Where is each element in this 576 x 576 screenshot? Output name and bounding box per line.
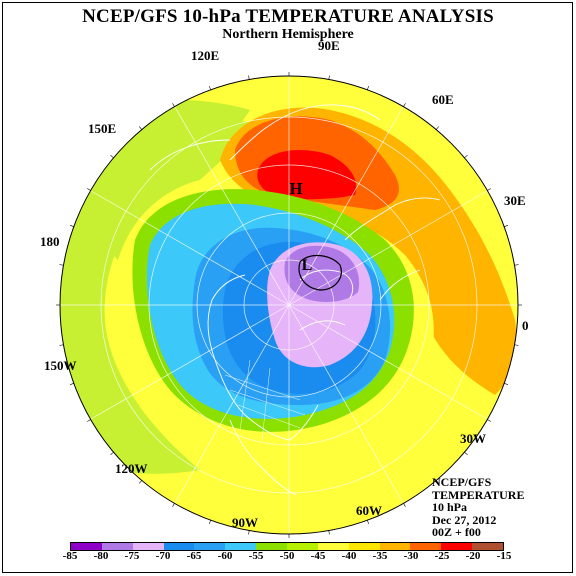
colorbar-tick-label: -85 <box>62 550 78 562</box>
colorbar <box>70 542 504 551</box>
info-model: NCEP/GFS <box>432 475 492 489</box>
boundary-tick <box>139 126 143 130</box>
analysis-info: NCEP/GFS TEMPERATURE 10 hPa Dec 27, 2012… <box>432 476 524 539</box>
colorbar-tick-label: -45 <box>310 550 326 562</box>
boundary-tick <box>59 264 64 266</box>
field-lime-north <box>95 115 260 260</box>
boundary-tick <box>172 503 175 507</box>
boundary-tick <box>504 225 509 227</box>
lon-label-30e: 30E <box>504 193 526 208</box>
lon-label-30w: 30W <box>460 431 486 446</box>
boundary-tick <box>248 75 250 80</box>
boundary-tick <box>69 225 74 227</box>
boundary-tick <box>464 451 468 455</box>
boundary-tick <box>514 344 519 346</box>
colorbar-tick-label: -70 <box>155 550 171 562</box>
lon-label-150e: 150E <box>88 121 117 136</box>
boundary-tick <box>69 383 74 385</box>
boundary-tick <box>514 264 519 266</box>
boundary-tick <box>209 520 211 525</box>
colorbar-segment <box>256 543 288 550</box>
colorbar-tick-label: -50 <box>279 550 295 562</box>
chart-title: NCEP/GFS 10-hPa TEMPERATURE ANALYSIS <box>82 6 494 27</box>
colorbar-tick-label: -20 <box>465 550 481 562</box>
low-marker: L <box>302 257 313 274</box>
colorbar-segment <box>441 543 473 550</box>
boundary-tick <box>504 383 509 385</box>
field-red <box>257 150 357 200</box>
colorbar-tick-label: -30 <box>403 550 419 562</box>
colorbar-tick-label: -65 <box>186 550 202 562</box>
boundary-tick <box>328 530 330 535</box>
colorbar-segment <box>194 543 226 550</box>
boundary-tick <box>87 419 91 422</box>
lon-label-90e: 90E <box>318 38 340 53</box>
boundary-tick <box>248 530 250 535</box>
boundary-tick <box>435 480 439 484</box>
colorbar-segment <box>348 543 380 550</box>
boundary-tick <box>328 75 330 80</box>
colorbar-segment <box>379 543 411 550</box>
boundary-tick <box>139 480 143 484</box>
colorbar-tick-label: -60 <box>217 550 233 562</box>
colorbar-tick-label: -40 <box>341 550 357 562</box>
boundary-tick <box>435 126 439 130</box>
colorbar-segment <box>287 543 318 550</box>
colorbar-segment <box>317 543 349 550</box>
boundary-tick <box>209 85 211 90</box>
boundary-tick <box>403 503 406 507</box>
lon-label-60e: 60E <box>432 92 454 107</box>
boundary-tick <box>367 520 369 525</box>
colorbar-tick-label: -15 <box>496 550 512 562</box>
low-contour <box>298 255 342 291</box>
lon-label-60w: 60W <box>356 503 382 518</box>
info-variable: TEMPERATURE <box>432 487 525 502</box>
info-level: 10 hPa <box>432 500 468 514</box>
colorbar-tick-label: -80 <box>93 550 109 562</box>
lon-label-180: 180 <box>40 234 60 249</box>
colorbar-segment <box>71 543 102 550</box>
boundary-tick <box>110 155 114 159</box>
info-forecast-hour: 00Z + f00 <box>432 525 481 539</box>
colorbar-tick-label: -35 <box>372 550 388 562</box>
lon-label-150w: 150W <box>44 358 77 373</box>
colorbar-segment <box>410 543 442 550</box>
colorbar-segment <box>101 543 133 550</box>
graticule <box>60 76 518 534</box>
colorbar-tick-label: -75 <box>124 550 140 562</box>
boundary-tick <box>487 188 491 191</box>
chart-subtitle: Northern Hemisphere <box>222 27 354 42</box>
high-marker: H <box>289 179 302 198</box>
lon-label-90w: 90W <box>232 515 258 530</box>
info-date: Dec 27, 2012 <box>432 512 497 527</box>
boundary-tick <box>487 419 491 422</box>
colorbar-segment <box>163 543 195 550</box>
colorbar-tick-label: -25 <box>434 550 450 562</box>
boundary-tick <box>403 103 406 107</box>
boundary-tick <box>367 85 369 90</box>
lon-label-120e: 120E <box>191 48 220 63</box>
lon-label-0: 0 <box>522 318 529 333</box>
colorbar-segment <box>472 543 504 550</box>
political-borders <box>224 359 306 441</box>
colorbar-tick-label: -55 <box>248 550 264 562</box>
boundary-tick <box>87 188 91 191</box>
colorbar-segment <box>132 543 164 550</box>
lon-label-120w: 120W <box>115 461 148 476</box>
colorbar-segment <box>225 543 257 550</box>
coastlines <box>149 104 441 496</box>
boundary-tick <box>59 344 64 346</box>
boundary-tick <box>172 103 175 107</box>
boundary-tick <box>464 155 468 159</box>
boundary-ticks <box>56 72 522 538</box>
boundary-tick <box>110 451 114 455</box>
